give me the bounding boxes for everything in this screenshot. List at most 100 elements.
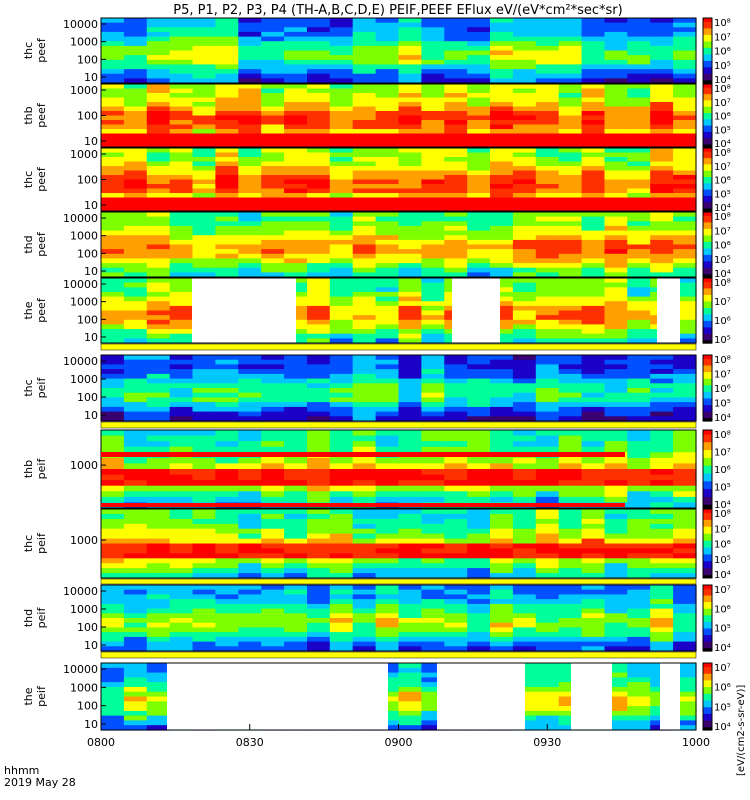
heatmap-cell <box>329 282 354 288</box>
heatmap-cell <box>398 225 422 232</box>
heatmap-cell <box>604 585 628 591</box>
heatmap-cell <box>375 170 400 176</box>
heatmap-cell <box>558 324 583 330</box>
heatmap-cell <box>512 613 537 619</box>
heatmap-cell <box>261 369 285 375</box>
heatmap-cell <box>307 355 331 361</box>
heatmap-cell <box>215 618 239 624</box>
heatmap-cell <box>581 138 606 144</box>
heatmap-cell <box>352 585 377 591</box>
heatmap-cell <box>444 603 468 610</box>
heatmap-cell <box>169 369 194 375</box>
heatmap-cell <box>238 485 262 492</box>
heatmap-cell <box>352 469 377 476</box>
heatmap-cell <box>650 622 674 628</box>
heatmap-cell <box>673 496 697 504</box>
colorbar-swatch <box>703 540 712 544</box>
heatmap-cell <box>261 263 285 269</box>
heatmap-cell <box>192 59 216 65</box>
heatmap-cell <box>215 469 239 476</box>
heatmap-cell <box>421 27 445 33</box>
heatmap-cell <box>490 553 514 559</box>
heatmap-cell <box>169 397 194 403</box>
colorbar-swatch <box>703 118 712 123</box>
heatmap-cell <box>604 329 628 335</box>
colorbar-swatch <box>703 273 712 278</box>
heatmap-cell <box>627 383 651 389</box>
heatmap-cell <box>169 197 194 203</box>
heatmap-cell <box>490 613 514 619</box>
heatmap-cell <box>512 480 537 487</box>
heatmap-cell <box>581 548 606 554</box>
heatmap-cell <box>307 558 331 564</box>
heatmap-cell <box>535 310 560 316</box>
heatmap-cell <box>673 106 697 112</box>
heatmap-cell <box>673 111 697 117</box>
heatmap-cell <box>329 463 354 470</box>
heatmap-cell <box>329 359 354 365</box>
heatmap-cell <box>467 378 491 384</box>
heatmap-cell <box>169 474 194 481</box>
heatmap-cell <box>352 120 377 126</box>
heatmap-cell <box>604 45 628 52</box>
panel-label-product: peif <box>35 607 48 629</box>
heatmap-cell <box>627 170 651 176</box>
heatmap-cell <box>627 715 651 721</box>
heatmap-cell <box>192 378 216 384</box>
heatmap-cell <box>375 608 400 614</box>
heatmap-cell <box>192 641 216 647</box>
heatmap-cell <box>101 622 125 628</box>
heatmap-cell <box>352 411 377 417</box>
heatmap-cell <box>261 142 285 148</box>
heatmap-cell <box>101 725 125 731</box>
heatmap-cell <box>101 235 125 241</box>
heatmap-cell <box>307 573 331 579</box>
quality-flag-bar <box>101 452 625 457</box>
heatmap-cell <box>101 106 125 112</box>
colorbar-swatch <box>703 310 712 315</box>
heatmap-cell <box>421 142 445 148</box>
heatmap-cell <box>329 589 354 595</box>
heatmap-cell <box>558 212 583 218</box>
heatmap-cell <box>581 558 606 564</box>
heatmap-cell <box>604 202 628 208</box>
heatmap-cell <box>444 84 468 90</box>
heatmap-cell <box>512 310 537 316</box>
heatmap-cell <box>604 301 628 307</box>
heatmap-cell <box>238 563 262 569</box>
heatmap-cell <box>261 152 285 158</box>
time-label-hhmm: hhmm <box>4 764 39 777</box>
heatmap-cell <box>101 329 125 335</box>
heatmap-cell <box>421 50 445 56</box>
heatmap-cell <box>604 244 628 250</box>
heatmap-cell <box>284 622 308 628</box>
heatmap-cell <box>581 69 606 75</box>
heatmap-cell <box>215 355 239 361</box>
heatmap-cell <box>101 124 125 130</box>
heatmap-cell <box>375 538 400 545</box>
heatmap-cell <box>673 618 697 624</box>
heatmap-cell <box>535 720 560 726</box>
heatmap-cell <box>512 553 537 559</box>
heatmap-cell <box>375 197 400 203</box>
heatmap-cell <box>650 272 674 278</box>
heatmap-cell <box>123 225 148 232</box>
heatmap-cell <box>352 27 377 33</box>
heatmap-cell <box>421 533 445 540</box>
heatmap-cell <box>604 672 628 678</box>
quality-flag-bar <box>101 503 625 507</box>
heatmap-cell <box>512 138 537 144</box>
heatmap-cell <box>261 509 285 515</box>
heatmap-cell <box>123 682 148 688</box>
colorbar-swatch <box>703 574 712 579</box>
heatmap-cell <box>650 244 674 250</box>
heatmap-cell <box>581 641 606 647</box>
heatmap-cell <box>512 485 537 492</box>
heatmap-cell <box>307 22 331 28</box>
heatmap-cell <box>421 608 445 614</box>
heatmap-cell <box>604 197 628 203</box>
heatmap-cell <box>627 221 651 227</box>
heatmap-cell <box>101 258 125 264</box>
heatmap-cell <box>238 355 262 361</box>
heatmap-cell <box>329 197 354 203</box>
